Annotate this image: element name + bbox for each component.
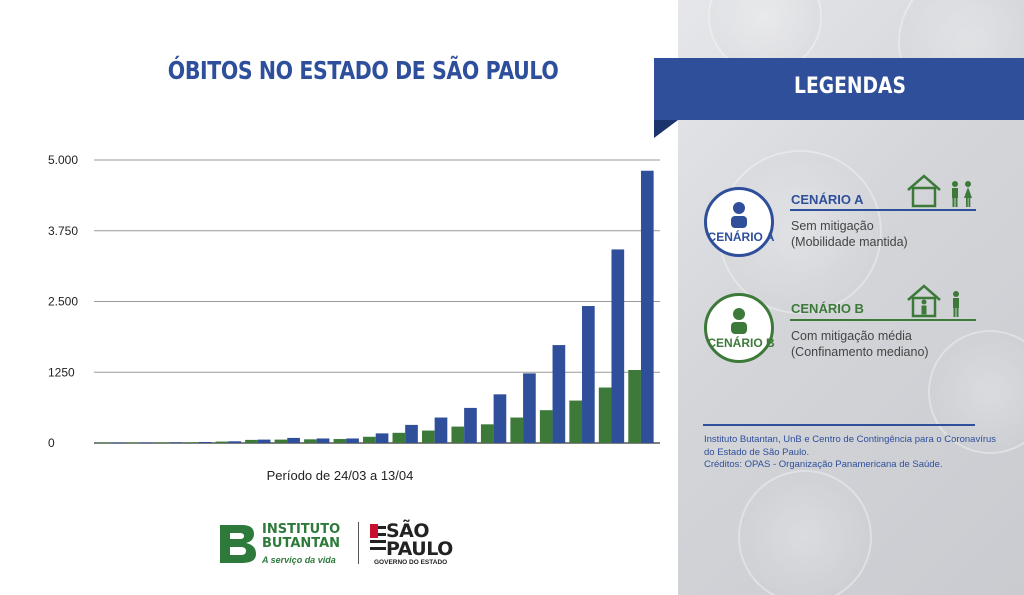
bar-cenario-b — [510, 417, 524, 443]
bar-cenario-a — [611, 249, 625, 443]
credits-rule — [703, 424, 975, 426]
scenario-b-badge-label: CENÁRIO B — [707, 336, 775, 350]
bar-cenario-a — [523, 373, 536, 443]
bar-cenario-a — [464, 407, 477, 443]
x-axis-label: Período de 24/03 a 13/04 — [266, 468, 414, 483]
bar-cenario-a — [257, 439, 271, 443]
scenario-a-title: CENÁRIO A — [791, 192, 864, 207]
scenario-b-rule — [790, 319, 976, 321]
sp-line2: PAULO — [386, 538, 453, 560]
bar-cenario-a — [169, 442, 183, 444]
bar-cenario-b — [304, 439, 317, 443]
bar-cenario-b — [598, 387, 612, 443]
scenario-a-description: Sem mitigação (Mobilidade mantida) — [791, 218, 908, 250]
bar-cenario-b — [480, 424, 494, 443]
sao-paulo-flag-icon — [370, 524, 386, 556]
scenario-b-badge — [704, 293, 774, 363]
bar-cenario-a — [434, 417, 448, 443]
bar-cenario-a — [228, 441, 242, 443]
bar-cenario-a — [287, 437, 300, 443]
bar-chart: 0 1250 2.500 3.750 5.000 — [48, 153, 660, 450]
scenario-b-title: CENÁRIO B — [791, 301, 864, 316]
logo-separator — [358, 522, 359, 564]
y-tick-label: 0 — [48, 436, 55, 450]
bar-cenario-b — [215, 441, 229, 443]
sao-paulo-tagline: GOVERNO DO ESTADO — [374, 559, 448, 566]
bar-cenario-a — [346, 438, 359, 443]
y-tick-label: 1250 — [48, 365, 75, 379]
bar-cenario-b — [421, 430, 435, 443]
butantan-name: INSTITUTO BUTANTAN — [262, 523, 340, 551]
bar-cenario-a — [582, 306, 595, 443]
butantan-line2: BUTANTAN — [262, 536, 341, 551]
bar-cenario-b — [97, 442, 111, 444]
banner-fold — [654, 120, 678, 138]
bar-cenario-b — [245, 439, 258, 443]
bar-cenario-b — [156, 442, 170, 444]
scenario-b-line1: Com mitigação média — [791, 329, 912, 343]
bar-cenario-b — [274, 439, 288, 443]
chart-title: ÓBITOS NO ESTADO DE SÃO PAULO — [167, 56, 559, 85]
bar-cenario-b — [628, 369, 641, 443]
bar-cenario-b — [127, 442, 140, 444]
house-with-family-outside-icon — [907, 174, 972, 208]
scenario-a-rule — [790, 209, 976, 211]
legend-banner — [654, 58, 1024, 120]
scenario-a-line2: (Mobilidade mantida) — [791, 235, 908, 249]
bar-cenario-a — [552, 345, 566, 443]
bar-cenario-a — [316, 438, 330, 443]
bar-cenario-b — [451, 426, 465, 443]
bar-cenario-b — [539, 410, 553, 443]
credits: Instituto Butantan, UnB e Centro de Cont… — [704, 434, 1004, 472]
butantan-tagline: A serviço da vida — [262, 555, 336, 565]
sao-paulo-name: SÃO PAULO — [386, 520, 453, 560]
virus-background-image — [928, 330, 1024, 454]
sp-line1: SÃO — [386, 520, 430, 542]
house-with-person-inside-icon — [907, 284, 959, 318]
bar-cenario-b — [363, 436, 376, 443]
person-icon — [731, 202, 747, 228]
bar-cenario-a — [110, 442, 124, 444]
bar-cenario-a — [405, 424, 418, 443]
credits-line3: Créditos: OPAS - Organização Panamerican… — [704, 459, 943, 470]
bar-cenario-a — [640, 170, 654, 443]
chart-panel — [0, 0, 678, 595]
bar-cenario-a — [493, 394, 507, 443]
butantan-line1: INSTITUTO — [262, 522, 341, 537]
y-tick-label: 3.750 — [48, 224, 78, 238]
credits-line2: do Estado de São Paulo. — [704, 446, 810, 458]
scenario-b-description: Com mitigação média (Confinamento median… — [791, 328, 929, 360]
virus-background-image — [738, 470, 872, 595]
bar-cenario-a — [198, 441, 212, 443]
legend-title: LEGENDAS — [794, 74, 906, 99]
butantan-logo-icon — [220, 525, 256, 563]
y-tick-label: 2.500 — [48, 295, 78, 309]
bar-cenario-b — [569, 400, 583, 443]
scenario-a-badge — [704, 187, 774, 257]
bar-cenario-b — [186, 442, 199, 444]
bar-cenario-a — [375, 433, 389, 443]
scenario-a-line1: Sem mitigação — [791, 219, 874, 233]
y-tick-label: 5.000 — [48, 153, 78, 167]
bar-cenario-a — [139, 442, 153, 444]
person-icon — [731, 308, 747, 334]
scenario-a-badge-label: CENÁRIO A — [707, 230, 775, 244]
credits-line1: Instituto Butantan, UnB e Centro de Cont… — [704, 434, 997, 445]
scenario-b-line2: (Confinamento mediano) — [791, 345, 929, 359]
bar-cenario-b — [333, 439, 347, 443]
bar-cenario-b — [392, 432, 406, 443]
